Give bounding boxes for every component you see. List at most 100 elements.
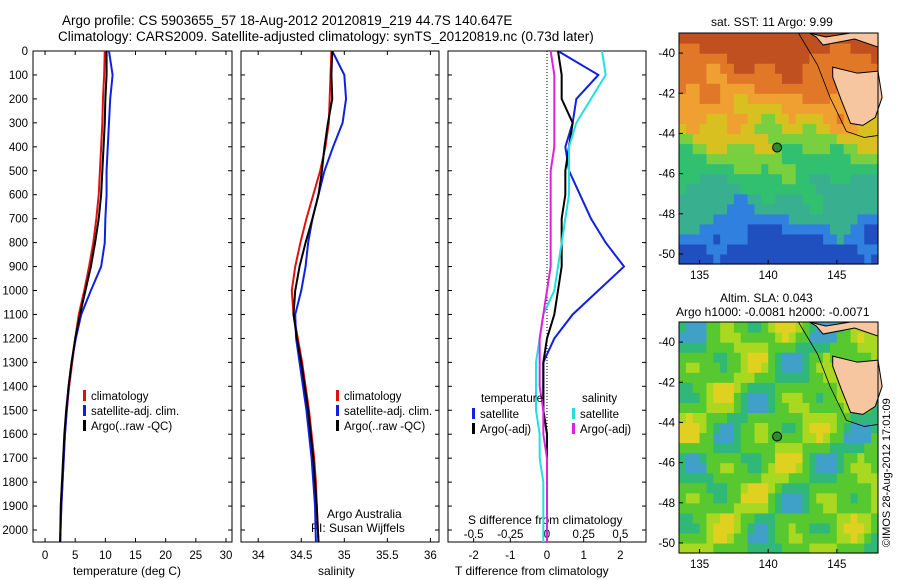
map-cell bbox=[747, 133, 756, 145]
map-cell bbox=[781, 432, 790, 444]
map-cell bbox=[679, 133, 687, 145]
map-cell bbox=[679, 402, 687, 413]
map-cell bbox=[747, 382, 756, 393]
map-cell bbox=[829, 173, 838, 185]
map-cell bbox=[754, 452, 762, 464]
map-cell bbox=[809, 322, 817, 333]
y-tick-label: 1700 bbox=[2, 453, 28, 465]
map-cell bbox=[775, 173, 783, 185]
map-cell bbox=[809, 532, 817, 544]
map-cell bbox=[850, 193, 859, 205]
map-cell bbox=[788, 442, 797, 454]
map-cell bbox=[781, 502, 790, 514]
map-cell bbox=[850, 442, 859, 454]
map-y-tick-label: -40 bbox=[658, 48, 675, 60]
map-cell bbox=[679, 342, 687, 353]
map-cell bbox=[809, 412, 817, 424]
map-cell bbox=[727, 43, 735, 54]
map-cell bbox=[754, 153, 762, 165]
map-cell bbox=[754, 93, 762, 104]
map-cell bbox=[754, 342, 762, 353]
map-cell bbox=[836, 233, 845, 245]
map-cell bbox=[795, 123, 804, 135]
map-cell bbox=[727, 442, 735, 454]
map-cell bbox=[720, 133, 728, 145]
map-cell bbox=[857, 223, 865, 235]
map-cell bbox=[843, 422, 852, 434]
map-cell bbox=[747, 332, 756, 343]
map-y-tick-label: -46 bbox=[658, 169, 675, 181]
map-cell bbox=[843, 193, 852, 205]
map-cell bbox=[761, 352, 769, 363]
map-cell bbox=[685, 53, 694, 64]
map-cell bbox=[788, 73, 797, 84]
map-cell bbox=[775, 532, 783, 544]
map-cell bbox=[775, 203, 783, 215]
map-cell bbox=[754, 422, 762, 434]
map-cell bbox=[768, 133, 776, 145]
map-cell bbox=[754, 43, 762, 54]
map-x-tick-label: 140 bbox=[759, 270, 778, 282]
map-y-tick-label: -48 bbox=[658, 209, 675, 221]
map-cell bbox=[679, 432, 687, 444]
map-cell bbox=[740, 412, 749, 424]
map-cell bbox=[720, 113, 728, 124]
map-cell bbox=[864, 163, 872, 175]
map-cell bbox=[788, 33, 797, 44]
map-cell bbox=[692, 83, 701, 94]
map-cell bbox=[795, 362, 804, 373]
map-cell bbox=[775, 253, 783, 265]
map-cell bbox=[692, 342, 701, 353]
map-cell bbox=[795, 392, 804, 403]
map-cell bbox=[802, 532, 810, 544]
map-cell bbox=[809, 452, 817, 464]
map-cell bbox=[733, 43, 742, 54]
map-cell bbox=[850, 53, 859, 64]
map-cell bbox=[733, 392, 742, 403]
map-cell bbox=[706, 372, 714, 383]
map-cell bbox=[857, 512, 865, 524]
legend-swatch-icon bbox=[336, 390, 339, 401]
map-cell bbox=[836, 532, 845, 544]
map-cell bbox=[727, 392, 735, 403]
map-cell bbox=[802, 83, 810, 94]
map-cell bbox=[823, 253, 831, 265]
map-cell bbox=[713, 452, 721, 464]
map-cell bbox=[788, 462, 797, 474]
map-cell bbox=[727, 322, 735, 333]
map-cell bbox=[788, 322, 797, 333]
map-cell bbox=[871, 492, 879, 504]
map-cell bbox=[871, 63, 879, 74]
map-cell bbox=[679, 422, 687, 434]
legend-label: satellite-adj. clim. bbox=[91, 406, 179, 418]
map-cell bbox=[871, 412, 879, 424]
map-cell bbox=[809, 402, 817, 413]
map-cell bbox=[706, 482, 714, 494]
map-cell bbox=[823, 73, 831, 84]
map-cell bbox=[727, 512, 735, 524]
map-cell bbox=[795, 532, 804, 544]
map-cell bbox=[781, 512, 790, 524]
x-tick-label-t: 1 bbox=[580, 550, 586, 562]
map-cell bbox=[850, 223, 859, 235]
map-cell bbox=[720, 63, 728, 74]
map-cell bbox=[775, 482, 783, 494]
map-cell bbox=[864, 502, 872, 514]
map-cell bbox=[720, 143, 728, 155]
map-cell bbox=[871, 402, 879, 413]
map-cell bbox=[699, 402, 708, 413]
map-cell bbox=[768, 442, 776, 454]
map-cell bbox=[713, 522, 721, 534]
map-cell bbox=[836, 422, 845, 434]
map-cell bbox=[727, 203, 735, 215]
map-cell bbox=[740, 83, 749, 94]
map-cell bbox=[871, 253, 879, 265]
map-cell bbox=[768, 422, 776, 434]
map-cell bbox=[795, 542, 804, 554]
map-cell bbox=[679, 372, 687, 383]
map-cell bbox=[692, 362, 701, 373]
sst-map-title: sat. SST: 11 Argo: 9.99 bbox=[711, 15, 833, 29]
map-cell bbox=[788, 133, 797, 145]
map-cell bbox=[781, 412, 790, 424]
map-cell bbox=[809, 53, 817, 64]
